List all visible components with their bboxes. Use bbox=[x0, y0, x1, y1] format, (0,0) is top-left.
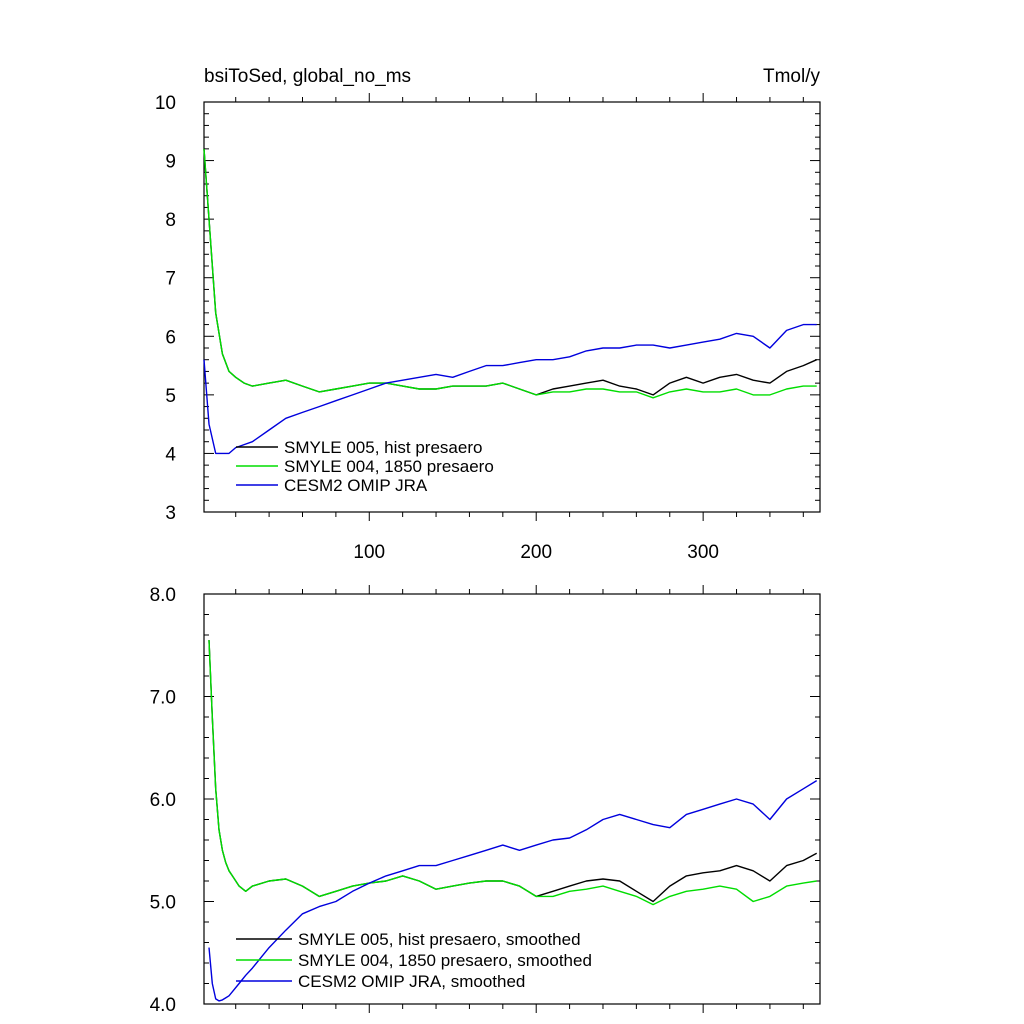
top-legend-label-2: SMYLE 004, 1850 presaero bbox=[284, 457, 494, 476]
top-ytick-label: 6 bbox=[165, 327, 176, 348]
bottom-ytick-label: 8.0 bbox=[150, 585, 176, 606]
top-xtick-label: 100 bbox=[353, 542, 385, 563]
top-panel: bsiToSed, global_no_ms Tmol/y bbox=[203, 66, 821, 513]
bottom-ytick-label: 5.0 bbox=[150, 893, 176, 914]
top-series-line-2 bbox=[203, 148, 817, 399]
bottom-series-line-2 bbox=[208, 640, 817, 906]
bottom-series-line-3 bbox=[208, 780, 818, 1002]
bottom-ytick-label: 4.0 bbox=[150, 995, 176, 1016]
top-ytick-label: 3 bbox=[165, 503, 176, 524]
top-ytick-label: 10 bbox=[155, 93, 176, 114]
bottom-legend-label-1: SMYLE 005, hist presaero, smoothed bbox=[298, 930, 581, 949]
bottom-legend-label-3: CESM2 OMIP JRA, smoothed bbox=[298, 972, 525, 991]
top-ytick-label: 9 bbox=[165, 152, 176, 173]
top-title-right: Tmol/y bbox=[763, 66, 821, 87]
top-ytick-label: 5 bbox=[165, 386, 176, 407]
top-ytick-label: 8 bbox=[165, 210, 176, 231]
bottom-ytick-label: 6.0 bbox=[150, 790, 176, 811]
top-xtick-label: 200 bbox=[520, 542, 552, 563]
top-title-left: bsiToSed, global_no_ms bbox=[204, 66, 411, 87]
top-legend-label-3: CESM2 OMIP JRA bbox=[284, 476, 428, 495]
bottom-ytick-label: 7.0 bbox=[150, 688, 176, 709]
top-series-line-3 bbox=[203, 323, 817, 455]
top-ytick-label: 4 bbox=[165, 444, 176, 465]
top-marks: 100 200 300 3 4 5 6 7 8 9 10 SMYLE 005, hist presae… bbox=[155, 93, 820, 563]
top-legend-label-1: SMYLE 005, hist presaero bbox=[284, 438, 482, 457]
top-xtick-label: 300 bbox=[687, 542, 719, 563]
bottom-legend-label-2: SMYLE 004, 1850 presaero, smoothed bbox=[298, 951, 592, 970]
top-ytick-label: 7 bbox=[165, 269, 176, 290]
top-plot-frame bbox=[203, 101, 821, 513]
bottom-marks: 4.0 5.0 6.0 7.0 8.0 SMYLE 005, hist presaero,… bbox=[150, 585, 820, 1016]
